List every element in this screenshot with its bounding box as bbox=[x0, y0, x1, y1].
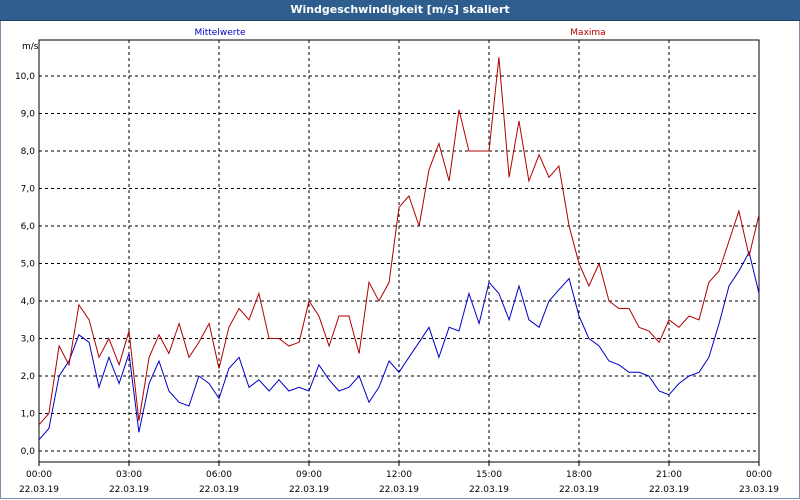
x-tick-date: 22.03.19 bbox=[289, 485, 329, 495]
series-line-mittelwerte bbox=[38, 250, 760, 441]
y-tick-label: 7,0 bbox=[21, 185, 36, 195]
x-tick-time: 18:00 bbox=[566, 470, 592, 480]
chart-title: Windgeschwindigkeit [m/s] skaliert bbox=[290, 3, 510, 16]
y-tick-label: 9,0 bbox=[21, 110, 36, 120]
x-tick-date: 22.03.19 bbox=[199, 485, 239, 495]
series-line-maxima bbox=[38, 57, 760, 426]
x-tick-date: 22.03.19 bbox=[379, 485, 419, 495]
y-axis-unit: m/s bbox=[22, 42, 39, 52]
x-tick-date: 22.03.19 bbox=[109, 485, 149, 495]
x-tick-date: 22.03.19 bbox=[469, 485, 509, 495]
y-tick-label: 10,0 bbox=[15, 72, 35, 82]
x-tick-time: 03:00 bbox=[116, 470, 142, 480]
legend-mittelwerte: Mittelwerte bbox=[194, 28, 245, 38]
y-tick-label: 5,0 bbox=[21, 260, 36, 270]
x-tick-date: 22.03.19 bbox=[649, 485, 689, 495]
y-tick-label: 2,0 bbox=[21, 372, 36, 382]
y-tick-label: 4,0 bbox=[21, 297, 36, 307]
x-tick-date: 22.03.19 bbox=[559, 485, 599, 495]
y-tick-label: 1,0 bbox=[21, 410, 36, 420]
x-tick-time: 21:00 bbox=[656, 470, 682, 480]
x-tick-time: 00:00 bbox=[26, 470, 52, 480]
y-tick-label: 0,0 bbox=[21, 447, 36, 457]
x-tick-date: 22.03.19 bbox=[19, 485, 59, 495]
y-tick-label: 8,0 bbox=[21, 147, 36, 157]
y-tick-label: 3,0 bbox=[21, 335, 36, 345]
y-tick-label: 6,0 bbox=[21, 222, 36, 232]
chart-title-bar: Windgeschwindigkeit [m/s] skaliert bbox=[0, 0, 800, 21]
x-tick-time: 09:00 bbox=[296, 470, 322, 480]
x-tick-date: 23.03.19 bbox=[739, 485, 779, 495]
x-tick-time: 06:00 bbox=[206, 470, 232, 480]
x-tick-time: 12:00 bbox=[386, 470, 412, 480]
legend-maxima: Maxima bbox=[570, 28, 605, 38]
x-tick-time: 15:00 bbox=[476, 470, 502, 480]
x-tick-time: 00:00 bbox=[746, 470, 772, 480]
